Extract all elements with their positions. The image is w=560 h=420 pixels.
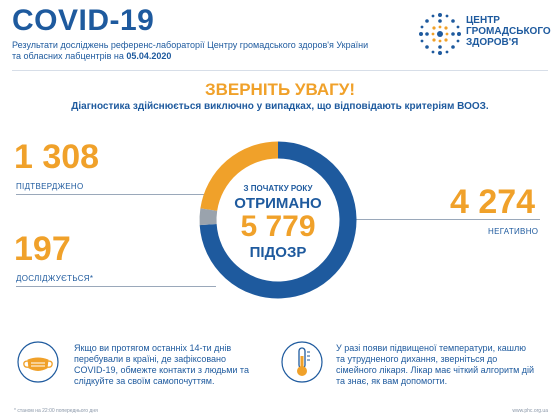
report-date: 05.04.2020 — [126, 51, 172, 61]
logo-line2: ГРОМАДСЬКОГО — [466, 26, 551, 37]
negative-underline — [340, 219, 540, 220]
confirmed-underline — [16, 194, 216, 195]
confirmed-label: ПІДТВЕРДЖЕНО — [16, 182, 84, 191]
ring-segment-investigating — [199, 208, 218, 226]
logo-line3: ЗДОРОВ'Я — [466, 37, 519, 48]
confirmed-value: 1 308 — [14, 138, 100, 176]
subtitle-line2-prefix: та обласних лабцентрів на — [12, 51, 127, 61]
investigating-underline — [16, 286, 216, 287]
ring-segment-negative — [199, 141, 357, 299]
dotted-star-logo-icon — [419, 13, 461, 55]
face-mask-icon — [17, 341, 59, 383]
investigating-label: ДОСЛІДЖУЄТЬСЯ* — [16, 274, 94, 283]
logo-text: ЦЕНТР ГРОМАДСЬКОГО ЗДОРОВ'Я — [466, 15, 556, 48]
footnote-left: * станом на 22:00 попереднього дня — [14, 408, 98, 414]
center-line2: ОТРИМАНО — [234, 195, 322, 212]
center-line4: ПІДОЗР — [249, 244, 307, 261]
attention-heading: ЗВЕРНІТЬ УВАГУ! — [204, 80, 356, 99]
center-line1: З ПОЧАТКУ РОКУ — [243, 184, 313, 193]
ring-segment-confirmed — [200, 141, 279, 212]
investigating-value: 197 — [14, 230, 71, 268]
diagnostics-note: Діагностика здійснюється виключно у випа… — [71, 101, 489, 112]
footer-right-text: У разі появи підвищеної температури, каш… — [336, 343, 535, 386]
negative-value: 4 274 — [450, 183, 536, 221]
logo-line1: ЦЕНТР — [466, 15, 500, 26]
negative-label: НЕГАТИВНО — [488, 227, 539, 236]
center-value: 5 779 — [240, 210, 316, 243]
header-divider — [12, 70, 548, 71]
page-title: COVID-19 — [12, 4, 155, 37]
footnote-right: www.phc.org.ua — [512, 408, 548, 414]
thermometer-icon — [281, 341, 323, 383]
footer-left-text: Якщо ви протягом останніх 14-ти днів пер… — [74, 343, 249, 386]
header-subtitle: Результати досліджень референс-лаборатор… — [12, 40, 412, 62]
subtitle-line2: та обласних лабцентрів на 05.04.2020 — [12, 51, 412, 62]
ring-chart: З ПОЧАТКУ РОКУ ОТРИМАНО 5 779 ПІДОЗР — [198, 140, 358, 300]
subtitle-line1: Результати досліджень референс-лаборатор… — [12, 40, 369, 50]
ring-svg — [199, 141, 357, 299]
